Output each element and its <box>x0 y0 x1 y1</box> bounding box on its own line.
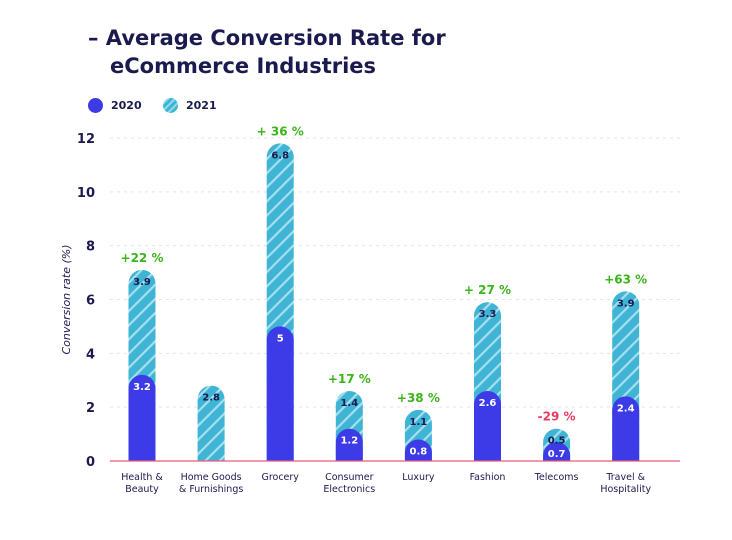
x-tick-label: Consumer <box>325 472 374 483</box>
data-label-2020: 0.7 <box>548 449 566 460</box>
x-tick-label: Beauty <box>125 484 159 495</box>
bar-2020 <box>266 326 294 461</box>
x-tick-label: Fashion <box>470 472 506 483</box>
data-label-2021: 6.8 <box>271 150 289 161</box>
y-tick-label: 0 <box>86 455 95 470</box>
legend-swatch-2021 <box>163 97 178 113</box>
bar-2020 <box>335 428 363 461</box>
x-tick-label: Electronics <box>323 484 375 495</box>
bar-2020 <box>474 391 501 461</box>
change-annotation: + 27 % <box>464 283 511 297</box>
x-tick-label: & Furnishings <box>179 484 243 495</box>
bar-2020 <box>128 374 156 461</box>
data-label-2020: 2.4 <box>617 403 635 414</box>
change-annotation: -29 % <box>538 410 576 424</box>
data-label-2021: 1.1 <box>410 417 428 428</box>
y-tick-label: 2 <box>86 401 95 416</box>
data-label-2020: 1.2 <box>340 436 358 447</box>
change-annotation: + 36 % <box>257 124 304 138</box>
data-label-2020: 2.6 <box>479 398 497 409</box>
legend-label-2021: 2021 <box>186 98 217 112</box>
x-tick-label: Hospitality <box>600 484 651 495</box>
x-tick-label: Home Goods <box>181 472 242 483</box>
change-annotation: +38 % <box>397 391 440 405</box>
data-label-2021: 3.3 <box>479 309 497 320</box>
bar-2020 <box>404 439 432 461</box>
y-tick-label: 6 <box>86 294 95 309</box>
change-annotation: +22 % <box>121 251 164 265</box>
legend-swatch-2020 <box>88 97 103 113</box>
change-annotation: +17 % <box>328 372 371 386</box>
change-annotation: +63 % <box>604 272 647 286</box>
x-tick-label: Travel & <box>605 472 645 483</box>
y-tick-label: 10 <box>77 186 95 201</box>
x-tick-label: Grocery <box>261 472 299 483</box>
data-label-2021: 0.5 <box>548 436 566 447</box>
data-label-2021: 3.9 <box>133 277 151 288</box>
chart-title-line-1: – Average Conversion Rate for <box>88 26 446 50</box>
y-tick-label: 8 <box>86 240 95 255</box>
data-label-2020: 5 <box>277 333 284 344</box>
data-label-2020: 3.2 <box>133 382 151 393</box>
bar-2021 <box>197 385 225 461</box>
x-tick-label: Luxury <box>402 472 435 483</box>
y-axis-title: Conversion rate (%) <box>60 244 73 354</box>
chart-title-line-2: eCommerce Industries <box>110 54 377 78</box>
x-tick-label: Health & <box>121 472 163 483</box>
legend-item-2021: 2021 <box>163 96 217 114</box>
data-label-2021: 3.9 <box>617 298 635 309</box>
data-label-2020: 0.8 <box>410 446 428 457</box>
bar-2020 <box>612 396 640 461</box>
y-tick-label: 4 <box>86 347 95 362</box>
legend-label-2020: 2020 <box>111 98 142 112</box>
chart-title: – Average Conversion Rate for eCommerce … <box>88 24 648 80</box>
data-label-2021: 2.8 <box>202 393 220 404</box>
y-tick-label: 12 <box>77 132 95 147</box>
x-tick-label: Telecoms <box>534 472 579 483</box>
data-label-2021: 1.4 <box>340 398 358 409</box>
legend-item-2020: 2020 <box>88 96 142 114</box>
bar-2020 <box>543 442 571 461</box>
